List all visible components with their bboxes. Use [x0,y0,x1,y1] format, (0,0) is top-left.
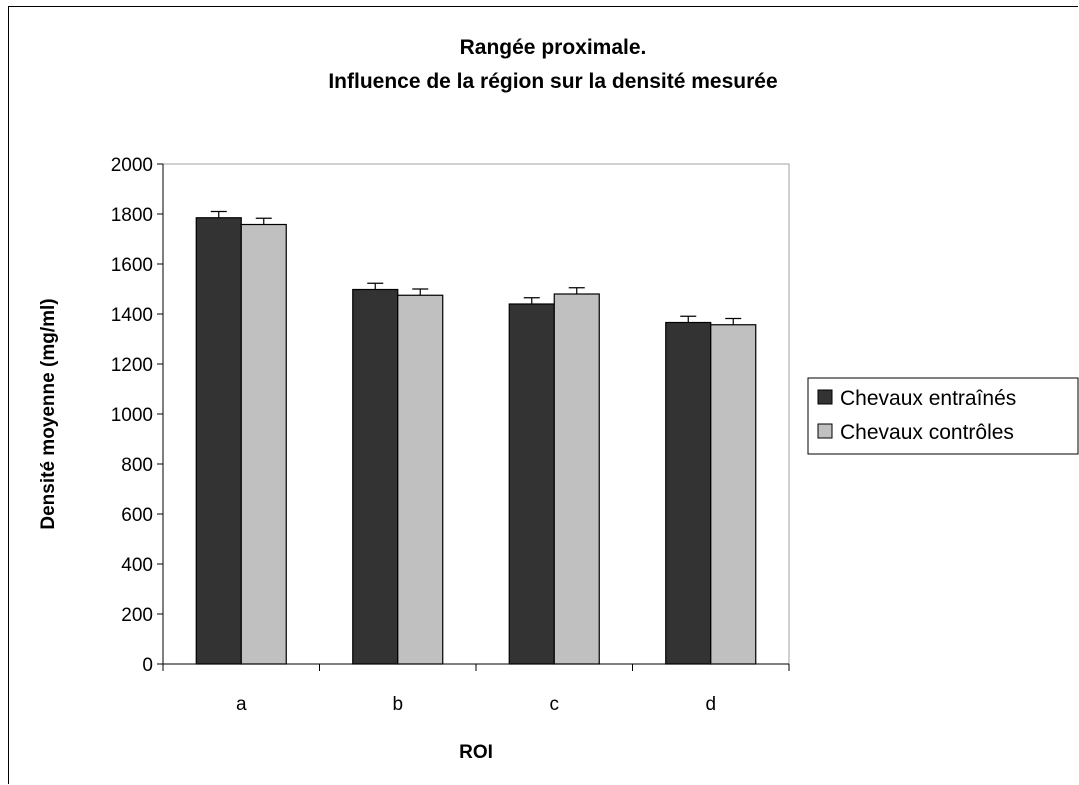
y-tick-label: 1200 [111,355,153,376]
y-tick-label: 1800 [111,205,153,226]
x-tick-label: c [550,694,560,715]
bar [710,324,757,665]
legend-swatch [817,389,833,405]
x-tick-label: a [236,694,247,715]
bar [397,294,444,665]
bar [352,288,399,665]
x-axis-label: ROI [459,742,493,763]
bar [195,217,242,665]
x-tick-label: d [705,694,716,715]
legend-swatch [817,423,833,439]
legend-box [807,377,1079,455]
legend-label: Chevaux contrôles [840,421,1014,444]
x-axis: a b c d [162,663,790,715]
x-tick-label: b [392,694,403,715]
legend: Chevaux entraînés Chevaux contrôles [807,377,1079,455]
y-tick-label: 1400 [111,305,153,326]
y-tick-label: 600 [121,505,153,526]
chart-title-line-2: Influence de la région sur la densité me… [328,70,777,93]
bar [665,321,712,665]
chart-frame [8,6,1078,784]
y-tick-label: 1000 [111,405,153,426]
bar [240,223,287,665]
y-tick-label: 200 [121,605,153,626]
y-tick-label: 0 [142,655,153,676]
y-tick-label: 800 [121,455,153,476]
bar [508,303,555,665]
y-tick-label: 2000 [111,155,153,176]
y-tick-label: 1600 [111,255,153,276]
y-axis-label: Densité moyenne (mg/ml) [38,298,59,529]
legend-label: Chevaux entraînés [840,387,1016,410]
bars-group [195,210,757,665]
chart-title-line-1: Rangée proximale. [460,36,647,59]
bar [553,293,600,665]
y-tick-label: 400 [121,555,153,576]
y-axis: 0 200 400 600 800 1000 1200 1400 1600 1800 2000 [111,155,164,676]
